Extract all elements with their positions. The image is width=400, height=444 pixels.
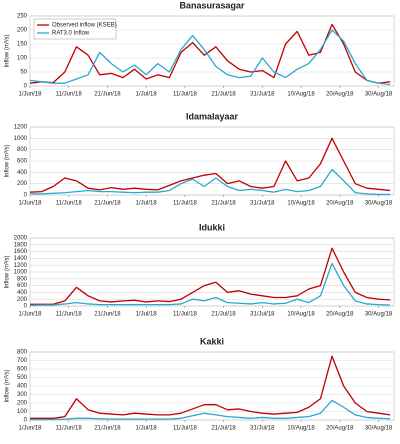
legend-box: [33, 18, 117, 40]
series-line: [29, 262, 391, 306]
y-tick-label: 200: [17, 401, 28, 407]
y-tick-label: 600: [17, 283, 28, 289]
x-tick-label: 20/Aug/18: [326, 426, 354, 432]
x-tick-label: 21/Jul/18: [211, 312, 236, 318]
x-tick-label: 31/Jul/18: [250, 426, 275, 432]
y-tick-label: 600: [17, 159, 28, 165]
x-tick-label: 30/Aug/18: [365, 312, 393, 318]
x-tick-label: 31/Jul/18: [250, 92, 275, 98]
y-axis-label: Inflow (m³/s): [5, 34, 11, 67]
x-tick-label: 30/Aug/18: [365, 201, 393, 207]
y-tick-label: 1000: [14, 136, 28, 142]
x-tick-label: 11/Jul/18: [173, 92, 198, 98]
y-tick-label: 400: [17, 290, 28, 296]
plot-frame: [29, 237, 395, 307]
x-tick-label: 30/Aug/18: [365, 426, 393, 432]
y-tick-label: 0: [24, 418, 28, 424]
series-line: [30, 355, 391, 419]
y-tick-label: 0: [24, 193, 28, 199]
y-tick-label: 150: [17, 42, 28, 48]
x-tick-label: 10/Aug/18: [287, 92, 315, 98]
plot-frame: [29, 126, 395, 196]
x-tick-label: 1/Jul/18: [136, 426, 158, 432]
plot-frame: [29, 351, 395, 421]
y-tick-label: 800: [17, 276, 28, 282]
x-tick-label: 21/Jul/18: [211, 201, 236, 207]
x-tick-label: 11/Jun/18: [56, 426, 83, 432]
x-tick-label: 10/Aug/18: [287, 201, 315, 207]
x-tick-label: 21/Jun/18: [94, 312, 121, 318]
y-tick-label: 200: [17, 28, 28, 34]
y-tick-label: 600: [17, 367, 28, 373]
y-tick-label: 1200: [14, 263, 28, 269]
y-tick-label: 800: [17, 350, 28, 356]
y-tick-label: 100: [17, 56, 28, 62]
x-tick-label: 21/Jun/18: [94, 92, 121, 98]
y-tick-label: 1800: [14, 242, 28, 248]
legend-label: RAT3.0 Inflow: [52, 31, 90, 37]
y-tick-label: 50: [20, 70, 27, 76]
legend-label: Observed inflow (KSEB): [52, 23, 117, 29]
x-tick-label: 10/Aug/18: [287, 312, 315, 318]
series-line: [29, 29, 391, 86]
y-axis-label: Inflow (m³/s): [5, 144, 11, 177]
y-tick-label: 200: [17, 297, 28, 303]
series-line: [29, 137, 391, 193]
x-tick-label: 11/Jun/18: [56, 312, 83, 318]
y-tick-label: 1200: [14, 125, 28, 131]
x-tick-label: 31/Jul/18: [250, 312, 275, 318]
x-tick-label: 21/Jul/18: [211, 92, 236, 98]
x-tick-label: 11/Jun/18: [56, 92, 83, 98]
x-tick-label: 11/Jul/18: [173, 201, 198, 207]
y-tick-label: 1600: [14, 249, 28, 255]
chart-title: Kakki: [200, 336, 224, 346]
x-tick-label: 10/Aug/18: [287, 426, 315, 432]
x-tick-label: 21/Jul/18: [211, 426, 236, 432]
x-tick-label: 31/Jul/18: [250, 201, 275, 207]
series-line: [30, 399, 391, 421]
x-tick-label: 1/Jun/18: [18, 312, 42, 318]
x-tick-label: 11/Jul/18: [173, 312, 198, 318]
x-tick-label: 11/Jun/18: [56, 201, 83, 207]
x-tick-label: 20/Aug/18: [326, 201, 354, 207]
x-tick-label: 1/Jul/18: [136, 201, 158, 207]
y-tick-label: 1400: [14, 256, 28, 262]
x-tick-label: 1/Jun/18: [18, 426, 42, 432]
y-axis-label: Inflow (m³/s): [5, 369, 11, 402]
y-tick-label: 100: [17, 409, 28, 415]
x-tick-label: 20/Aug/18: [326, 312, 354, 318]
x-tick-label: 1/Jul/18: [136, 92, 158, 98]
y-tick-label: 200: [17, 181, 28, 187]
y-axis-label: Inflow (m³/s): [5, 255, 11, 288]
y-tick-label: 700: [17, 358, 28, 364]
y-tick-label: 400: [17, 170, 28, 176]
series-line: [30, 168, 391, 196]
x-tick-label: 21/Jun/18: [94, 426, 121, 432]
x-tick-label: 21/Jun/18: [94, 201, 121, 207]
y-tick-label: 250: [17, 14, 28, 20]
x-tick-label: 11/Jul/18: [173, 426, 198, 432]
plot-frame: [29, 15, 395, 87]
x-tick-label: 1/Jun/18: [18, 92, 42, 98]
y-tick-label: 800: [17, 147, 28, 153]
chart-title: Idukki: [199, 222, 225, 232]
series-line: [29, 23, 391, 84]
chart-title: Banasurasagar: [179, 0, 245, 10]
y-tick-label: 300: [17, 392, 28, 398]
y-tick-label: 500: [17, 375, 28, 381]
x-tick-label: 1/Jul/18: [136, 312, 158, 318]
y-tick-label: 2000: [14, 236, 28, 242]
y-tick-label: 400: [17, 384, 28, 390]
y-tick-label: 0: [24, 84, 28, 90]
x-tick-label: 30/Aug/18: [365, 92, 393, 98]
x-tick-label: 1/Jun/18: [18, 201, 42, 207]
y-tick-label: 0: [24, 304, 28, 310]
y-tick-label: 1000: [14, 270, 28, 276]
x-tick-label: 20/Aug/18: [326, 92, 354, 98]
chart-title: Idamalayaar: [186, 111, 239, 121]
series-line: [30, 247, 391, 305]
